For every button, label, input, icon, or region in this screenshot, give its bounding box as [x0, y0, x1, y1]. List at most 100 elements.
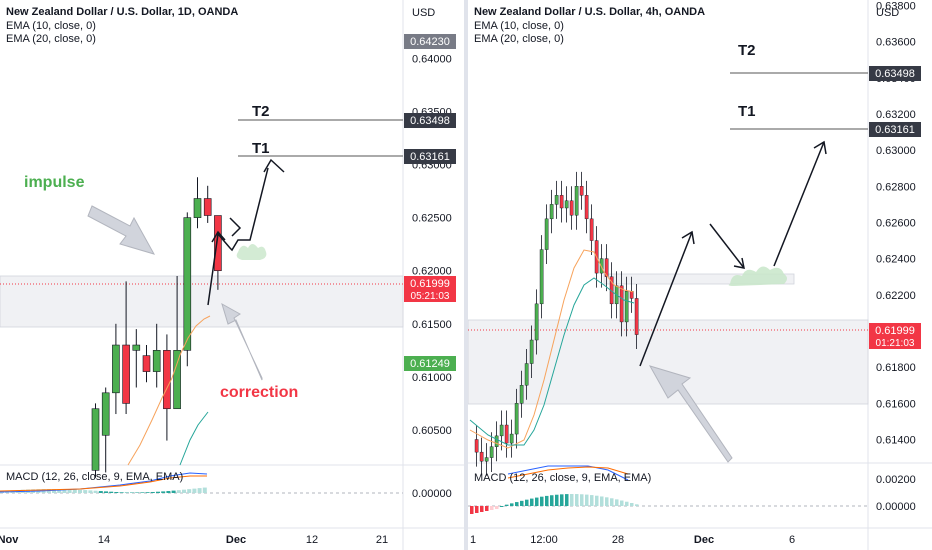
pane-divider[interactable]: [464, 0, 468, 550]
macd-bar: [515, 502, 519, 506]
last-price-text: 0.61999: [875, 325, 915, 337]
macd-bar: [57, 489, 62, 493]
high-badge-text: 0.64230: [410, 36, 450, 48]
macd-bar: [560, 494, 564, 506]
t1-badge-text: 0.63161: [875, 124, 915, 136]
candle-up: [574, 186, 579, 216]
correction-arrow: [221, 302, 263, 381]
projection-arrowhead-1: [211, 230, 226, 243]
daily-price-axis[interactable]: 0.605000.610000.615000.620000.625000.630…: [412, 53, 452, 437]
projection-arrowhead-2: [229, 217, 242, 237]
candle-down: [569, 200, 574, 216]
candle-up: [529, 339, 534, 364]
macd-bar: [595, 495, 599, 506]
ema20-line: [469, 277, 635, 446]
price-tick: 0.62400: [876, 254, 916, 266]
h4-chart-canvas[interactable]: T2 T1 0.61400 0.61600 0.61800 0.62200 0.6240…: [468, 0, 932, 550]
macd-bar: [530, 498, 534, 506]
candle-down: [559, 195, 564, 209]
candle-down: [629, 290, 634, 299]
macd-legend: MACD (12, 26, close, 9, EMA, EMA): [6, 471, 184, 483]
macd-bar: [475, 506, 479, 513]
support-arrow: [648, 365, 733, 463]
candle-up: [494, 435, 499, 447]
price-tick: 0.61000: [412, 372, 452, 384]
macd-bar: [140, 492, 145, 493]
candle-up: [519, 385, 524, 404]
macd-bar: [525, 499, 529, 506]
macd-bar: [620, 500, 624, 506]
macd-bar: [590, 495, 594, 506]
candle-up: [539, 249, 544, 305]
macd-bar: [480, 506, 484, 512]
macd-bar: [93, 490, 98, 493]
ema10-legend: EMA (10, close, 0): [6, 20, 96, 32]
macd-bar: [575, 494, 579, 506]
signal-line: [0, 475, 207, 492]
daily-chart-title: New Zealand Dollar / U.S. Dollar, 1D, OA…: [6, 6, 239, 18]
macd-histogram: [470, 494, 639, 514]
daily-candles: [91, 177, 222, 478]
daily-chart-canvas[interactable]: T2 T1 impulse correction 0.60500 0.61000 0…: [0, 0, 464, 550]
price-tick: 0.60500: [412, 425, 452, 437]
currency-label: USD: [876, 7, 899, 19]
price-tick: 0.61800: [876, 362, 916, 374]
price-tick: 0.63000: [876, 145, 916, 157]
price-tick: 0.62200: [876, 290, 916, 302]
candle-down: [619, 285, 624, 323]
candle-down: [504, 424, 509, 444]
candle-up: [101, 392, 110, 436]
macd-legend: MACD (12, 26, close, 9, EMA, EMA): [474, 472, 652, 484]
t2-label: T2: [738, 42, 756, 59]
last-price-badge: [869, 323, 921, 349]
macd-bar: [72, 489, 77, 493]
macd-line: [0, 472, 208, 493]
h4-price-axis[interactable]: 0.61400 0.61600 0.61800 0.62200 0.62400 0.626…: [876, 0, 916, 446]
macd-bar: [635, 504, 639, 506]
candle-down: [579, 186, 584, 196]
macd-bar: [565, 494, 569, 506]
candle-up: [624, 290, 629, 323]
candle-up: [524, 363, 529, 386]
candle-down: [584, 195, 589, 220]
projection-up-1: [639, 231, 693, 367]
time-tick: Dec: [226, 534, 246, 546]
price-tick: 0.64000: [412, 53, 452, 65]
price-tick: 0.62500: [412, 213, 452, 225]
candle-down: [203, 198, 212, 216]
macd-bar: [197, 488, 202, 493]
signal-line: [507, 466, 629, 479]
macd-tick-2: 0.00000: [876, 501, 916, 513]
macd-bar: [176, 490, 181, 493]
retest-zone: [603, 273, 795, 285]
h4-time-axis[interactable]: 1 12:00 28 Dec 6: [470, 534, 795, 546]
last-price-badge: [404, 276, 456, 302]
macd-bar: [171, 490, 176, 493]
macd-bar: [114, 492, 119, 493]
macd-bar: [166, 491, 171, 493]
daily-chart-pane[interactable]: T2 T1 impulse correction 0.60500 0.61000 0…: [0, 0, 464, 550]
candle-up: [152, 350, 161, 372]
macd-bar: [490, 506, 494, 510]
h4-candles: [474, 171, 639, 476]
daily-time-axis[interactable]: Nov 14 Dec 12 21: [0, 534, 388, 546]
impulse-label: impulse: [24, 174, 85, 191]
macd-bar: [535, 497, 539, 506]
candle-up: [91, 408, 100, 471]
macd-zero-tick: 0.00000: [412, 488, 452, 500]
macd-bar: [555, 494, 559, 506]
macd-bar: [104, 491, 108, 493]
macd-bar: [67, 489, 72, 493]
h4-chart-pane[interactable]: T2 T1 0.61400 0.61600 0.61800 0.62200 0.6240…: [468, 0, 932, 550]
candle-up: [484, 457, 489, 462]
candle-down: [214, 215, 222, 272]
macd-bar: [109, 491, 114, 493]
macd-bar: [510, 503, 514, 506]
t2-badge-text: 0.63498: [410, 115, 450, 127]
time-tick: 12: [306, 534, 318, 546]
price-tick: 0.61600: [876, 398, 916, 410]
price-tick: 0.62000: [412, 266, 452, 278]
macd-bar: [83, 490, 88, 493]
countdown-text: 05:21:03: [411, 291, 450, 302]
macd-bar: [630, 502, 634, 506]
